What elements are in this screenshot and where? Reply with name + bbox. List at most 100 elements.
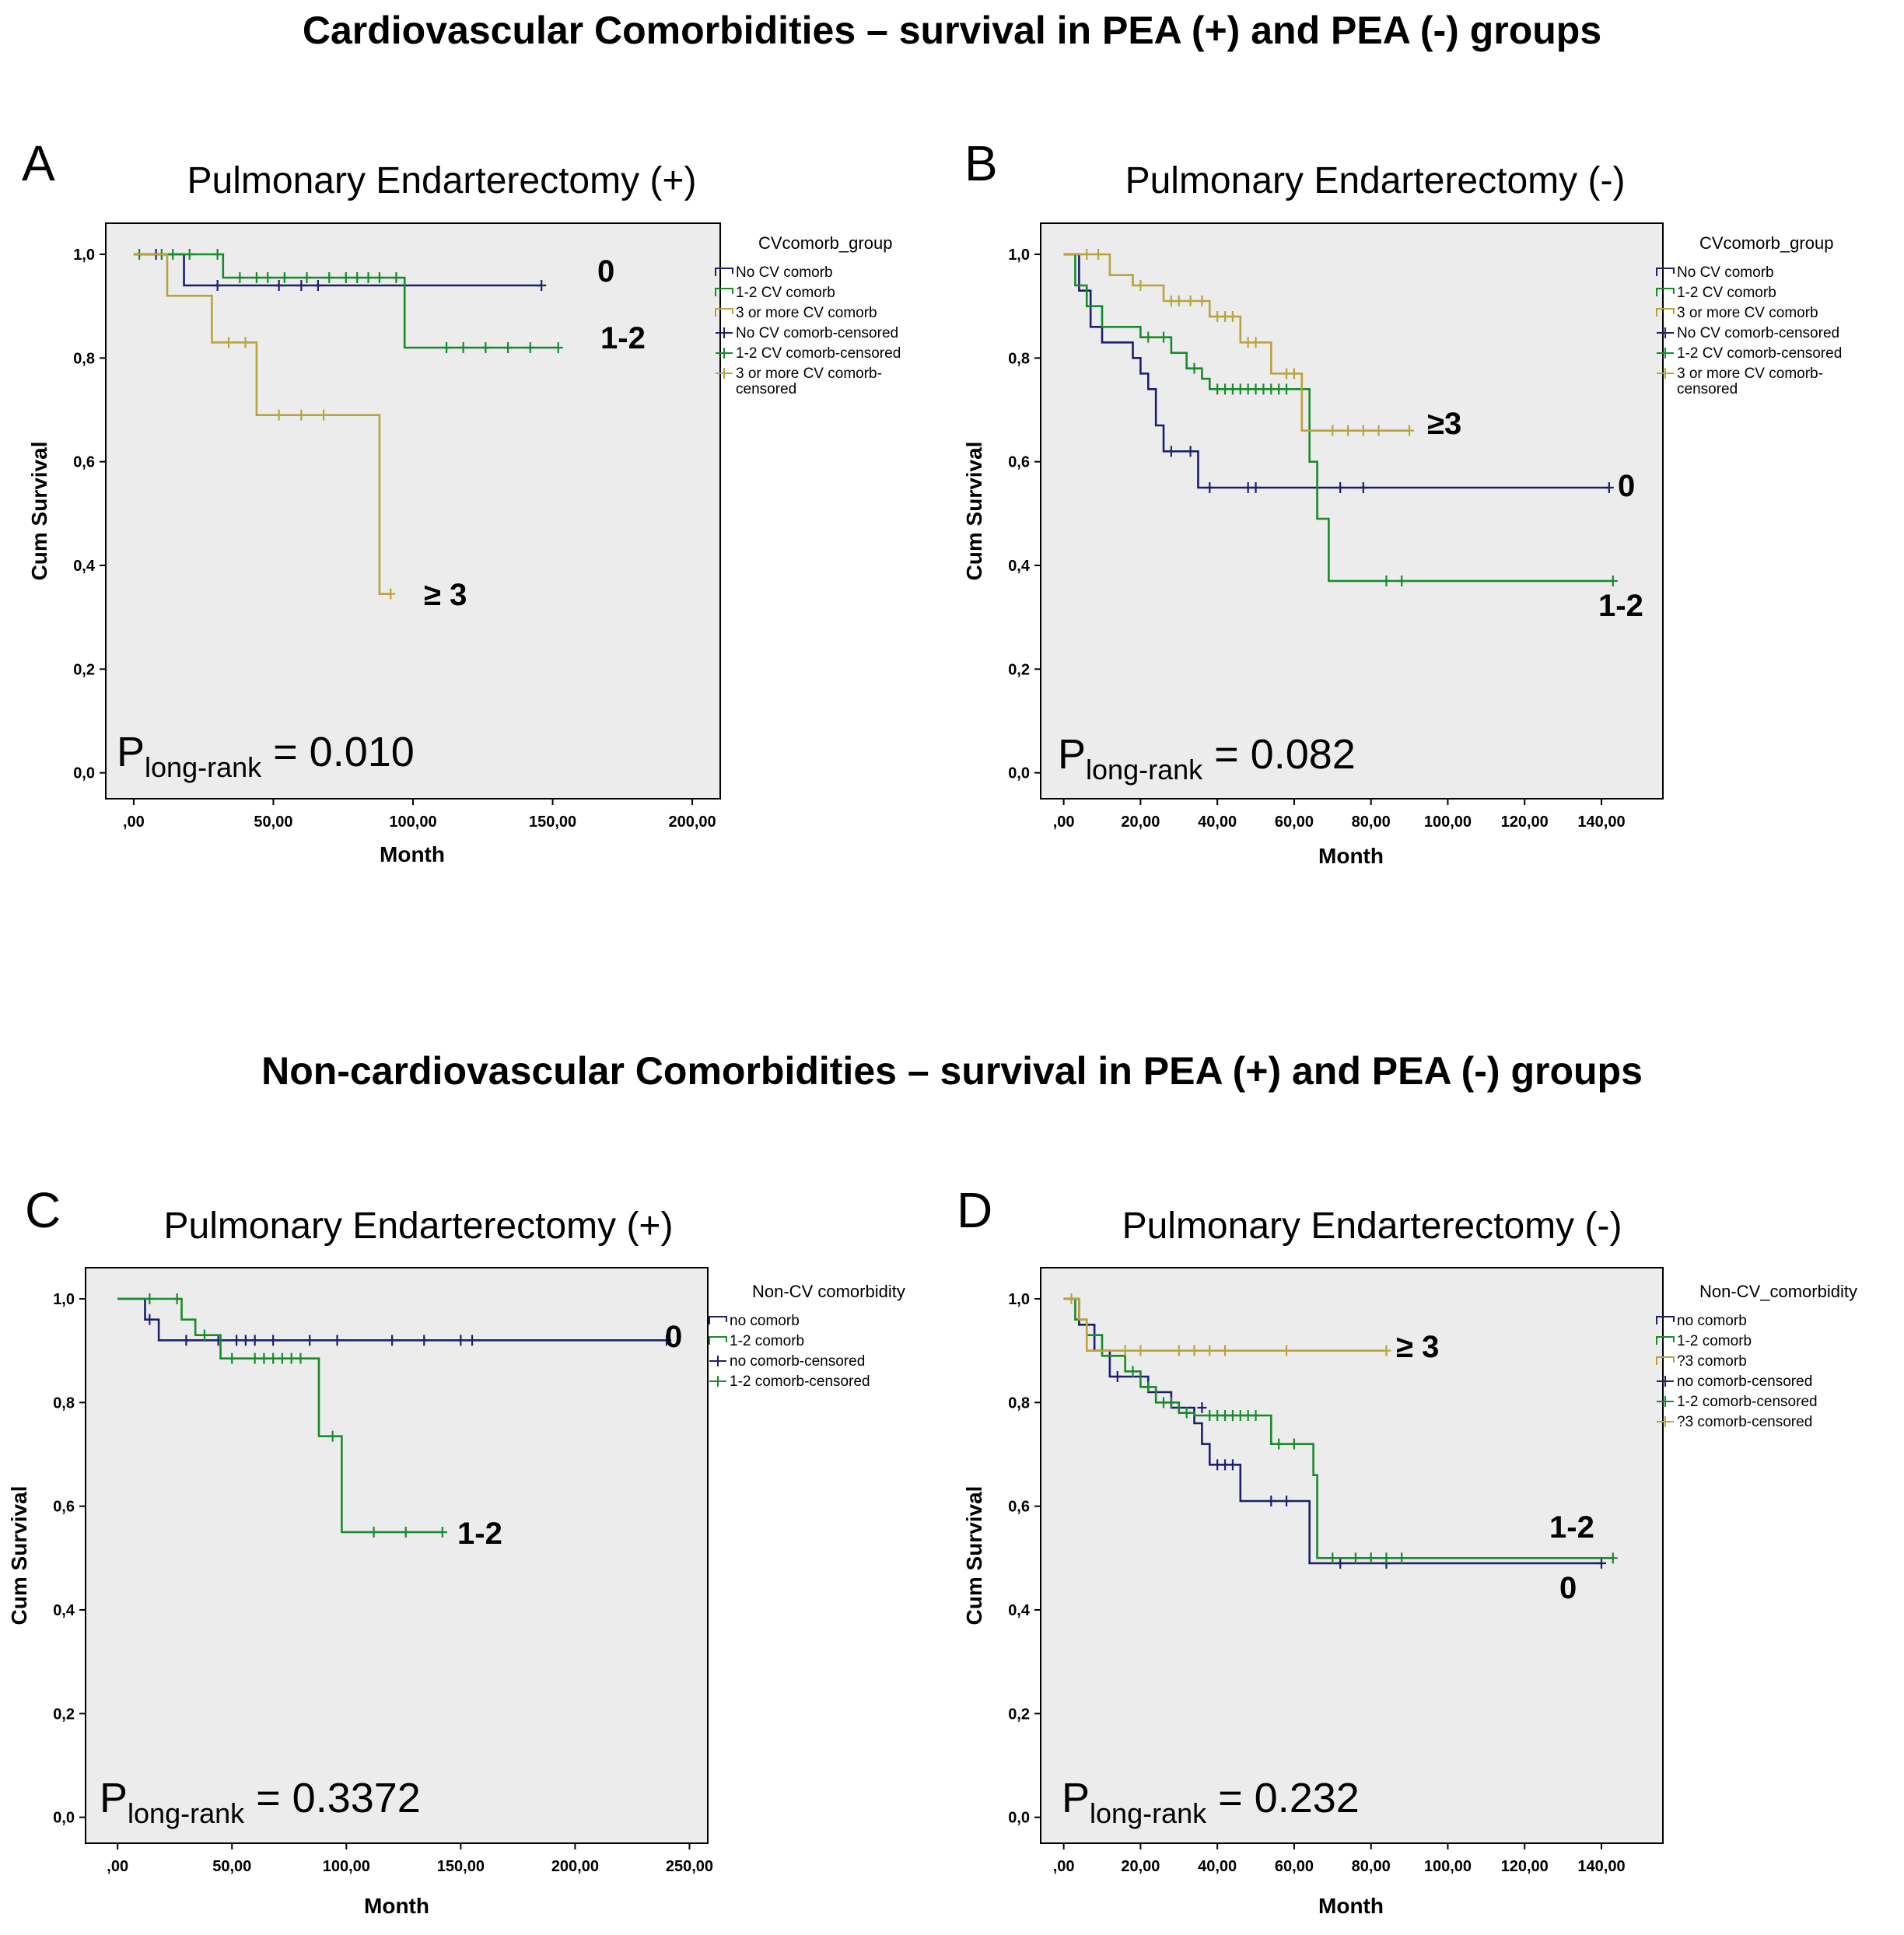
legend-entry: ?3 comorb (1677, 1353, 1747, 1370)
censor-mark (1282, 1345, 1292, 1356)
censor-mark (1185, 296, 1195, 306)
x-tick-label: 50,00 (212, 1858, 251, 1875)
censor-mark (274, 409, 284, 421)
censor-mark (250, 1352, 260, 1364)
censor-mark (279, 272, 289, 283)
censor-mark (1128, 1366, 1138, 1377)
censor-mark (296, 1352, 306, 1364)
censor-mark (1374, 425, 1384, 436)
censor-mark (1251, 482, 1261, 493)
censor-mark (145, 1314, 155, 1325)
curve-label: 1-2 (1549, 1510, 1594, 1545)
censor-mark (1608, 576, 1618, 586)
survival-curve (133, 253, 391, 595)
x-tick-label: 80,00 (1352, 814, 1391, 831)
censor-mark (1358, 425, 1368, 436)
x-tick-label: 20,00 (1121, 1858, 1160, 1875)
panel-title: Pulmonary Endarterectomy (-) (1125, 160, 1626, 201)
censor-mark (332, 1335, 342, 1346)
x-axis-label: Month (364, 1894, 429, 1918)
y-tick-label: 0,0 (1008, 1810, 1030, 1827)
censor-mark (172, 1293, 182, 1304)
curve-label: 0 (665, 1320, 682, 1354)
legend-entry: no comorb-censored (1677, 1373, 1812, 1390)
x-tick-label: 100,00 (323, 1858, 370, 1875)
y-tick-label: 0,4 (1008, 1602, 1031, 1619)
plot-area (105, 222, 721, 800)
y-tick-label: 1,0 (73, 247, 95, 264)
censor-mark (1282, 1496, 1292, 1506)
legend-swatch (715, 308, 733, 317)
legend-entry: 3 or more CV comorb- (1677, 366, 1823, 382)
censor-mark (313, 280, 323, 291)
panel-letter: C (25, 1182, 61, 1238)
censor-mark (1335, 1558, 1346, 1569)
censor-mark (302, 272, 312, 283)
legend-entry: no comorb (730, 1313, 800, 1329)
p-value: Plong-rank = 0.232 (1062, 1775, 1360, 1829)
censor-mark (212, 249, 222, 260)
censor-mark (286, 1352, 296, 1364)
survival-curve (133, 253, 558, 349)
y-tick-label: 0,2 (73, 661, 95, 678)
legend-entry: 1-2 CV comorb (736, 285, 835, 301)
survival-curve (1063, 253, 1613, 583)
censor-mark (481, 342, 491, 353)
y-axis-label: Cum Survival (962, 442, 986, 581)
censor-mark (341, 272, 351, 283)
legend-entry: 1-2 CV comorb-censored (1677, 345, 1842, 362)
y-tick-label: 0,8 (53, 1394, 75, 1412)
survival-curve (1063, 1297, 1601, 1565)
curve-label: 0 (597, 254, 614, 289)
censor-mark (1266, 1496, 1276, 1506)
panel-title: Pulmonary Endarterectomy (+) (164, 1205, 674, 1247)
x-axis-label: Month (1318, 1894, 1384, 1918)
panel-letter: B (964, 135, 998, 191)
cv-section-title: Cardiovascular Comorbidities – survival … (302, 9, 1602, 52)
y-tick-label: 0,8 (1008, 1394, 1030, 1412)
x-tick-label: 140,00 (1577, 814, 1625, 831)
y-axis-label: Cum Survival (7, 1486, 31, 1625)
legend-entry: No CV comorb-censored (736, 325, 898, 341)
x-tick-label: 40,00 (1198, 1858, 1237, 1875)
censor-mark (227, 1352, 237, 1364)
noncv-section-title: Non-cardiovascular Comorbidities – survi… (261, 1049, 1643, 1093)
legend: Non-CV comorbidity no comorb 1-2 comorb no … (709, 1282, 905, 1390)
x-tick-label: 50,00 (254, 814, 292, 831)
censor-mark (259, 1352, 269, 1364)
legend-swatch (1656, 1336, 1675, 1345)
curve-label: 1-2 (600, 321, 646, 355)
y-tick-label: 1,0 (1008, 247, 1030, 264)
y-tick-label: 0,8 (1008, 350, 1030, 367)
censor-mark (369, 1527, 379, 1538)
censor-mark (232, 1335, 242, 1346)
censor-mark (251, 272, 261, 283)
censor-mark (352, 272, 362, 283)
p-value: Plong-rank = 0.3372 (100, 1775, 421, 1829)
censor-mark (391, 272, 401, 283)
legend-entry: no comorb-censored (730, 1353, 865, 1370)
x-tick-label: ,00 (107, 1858, 128, 1875)
p-value: Plong-rank = 0.082 (1058, 731, 1356, 786)
censor-mark (401, 1527, 411, 1538)
legend-title: Non-CV_comorbidity (1699, 1282, 1857, 1301)
censor-mark (181, 1335, 191, 1346)
censor-mark (553, 342, 563, 353)
censor-mark (1227, 1459, 1237, 1471)
censor-mark (296, 409, 306, 421)
legend-entry: 1-2 comorb-censored (730, 1373, 870, 1390)
legend: CVcomorb_group No CV comorb 1-2 CV comorb 3… (1656, 233, 1842, 397)
legend-swatch (1656, 1316, 1675, 1324)
y-tick-label: 0,4 (53, 1602, 75, 1619)
censor-mark (363, 272, 373, 283)
legend-swatch (1656, 308, 1675, 317)
legend-entry: 3 or more CV comorb- (736, 366, 882, 382)
censor-mark (1197, 1402, 1207, 1413)
x-tick-label: ,00 (1053, 814, 1075, 831)
censor-mark (1143, 1381, 1153, 1393)
legend-entry: 3 or more CV comorb (736, 305, 877, 321)
censor-mark (1608, 1552, 1618, 1564)
plot-area (1040, 1267, 1664, 1844)
censor-mark (1166, 446, 1176, 457)
